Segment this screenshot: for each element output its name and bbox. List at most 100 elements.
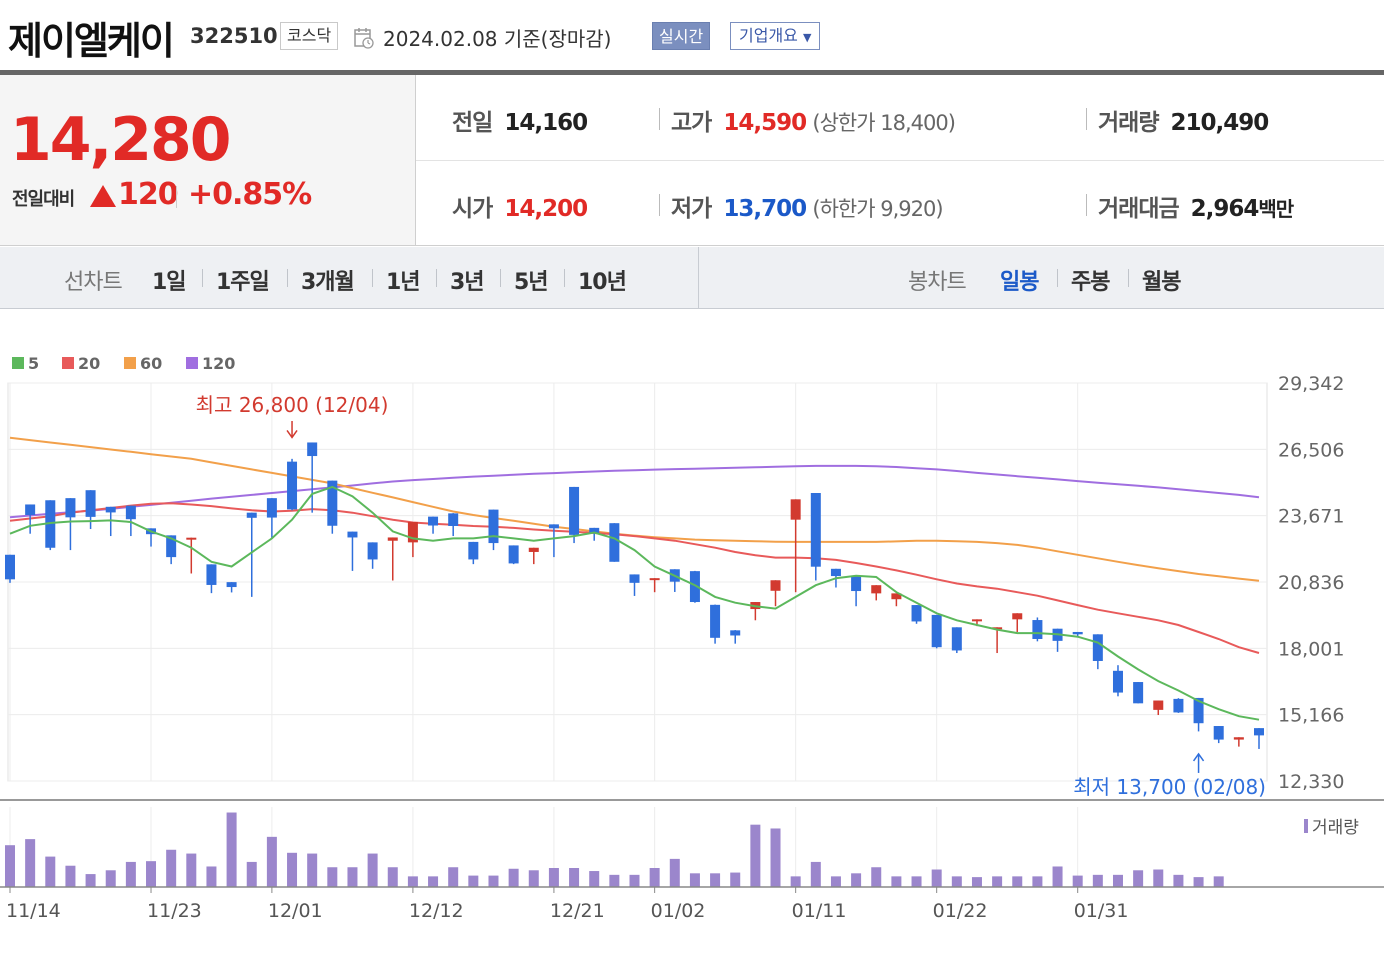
calendar-icon	[354, 28, 374, 49]
candle-down	[569, 486, 580, 535]
volume-bar	[1012, 876, 1023, 887]
min-annotation: 최저 13,700 (02/08)	[1073, 775, 1266, 799]
x-tick-label: 01/11	[792, 900, 847, 922]
tab-1w[interactable]: 1주일	[216, 270, 270, 295]
candle-up	[528, 547, 539, 552]
y-tick-label: 20,836	[1278, 572, 1344, 594]
trading-value: 2,964	[1190, 196, 1260, 222]
volume-bar	[891, 876, 902, 887]
ma120-line	[9, 464, 1260, 519]
tab-10y[interactable]: 10년	[578, 270, 627, 295]
volume-bar	[1032, 876, 1043, 887]
candle-down	[1072, 631, 1083, 635]
volume-legend-label: 거래량	[1312, 818, 1359, 838]
volume-bar	[951, 876, 962, 887]
volume-bar	[307, 853, 318, 887]
tab-3m[interactable]: 3개월	[301, 270, 355, 295]
volume-bar	[730, 872, 741, 887]
x-tick-label: 01/22	[933, 900, 988, 922]
tab-weekly[interactable]: 주봉	[1071, 270, 1110, 295]
candle-down	[1254, 728, 1264, 736]
stat-divider	[1086, 108, 1087, 130]
candle-down	[166, 535, 177, 558]
volume-bar	[287, 852, 298, 887]
volume-bar	[569, 868, 580, 887]
tab-divider	[287, 269, 288, 287]
tab-divider	[1057, 269, 1058, 287]
candle-up	[871, 585, 882, 594]
volume-bar	[992, 876, 1003, 887]
volume-bar	[387, 867, 398, 887]
candle-down	[488, 509, 499, 544]
volume-bar	[649, 868, 660, 887]
candle-down	[911, 605, 922, 622]
candle-up	[1153, 700, 1164, 710]
volume-bar	[1052, 866, 1063, 887]
tab-monthly[interactable]: 월봉	[1142, 270, 1181, 295]
realtime-button[interactable]: 실시간	[652, 22, 711, 50]
tab-divider	[564, 269, 565, 287]
trading-value-unit: 백만	[1258, 197, 1294, 221]
volume-bar	[508, 868, 519, 887]
candle-down	[85, 490, 96, 517]
legend-swatch	[186, 357, 198, 369]
volume-bar	[609, 874, 620, 887]
volume-bar	[770, 828, 781, 887]
high-label: 고가	[671, 110, 712, 136]
volume-bar	[5, 845, 15, 887]
candle-down	[689, 571, 700, 603]
tab-candle-chart[interactable]: 봉차트	[908, 270, 967, 295]
candle-down	[125, 505, 136, 520]
company-overview-dropdown[interactable]: 기업개요 ▼	[730, 22, 821, 50]
candle-down	[5, 554, 15, 580]
y-tick-label: 15,166	[1278, 705, 1344, 727]
high-value: 14,590	[723, 110, 807, 136]
volume-bar	[146, 861, 157, 887]
tab-line-chart[interactable]: 선차트	[64, 270, 123, 295]
legend-label: 120	[202, 354, 235, 373]
x-tick-label: 11/23	[147, 900, 202, 922]
volume-bar	[548, 868, 559, 887]
candle-up	[649, 578, 660, 581]
volume-bar	[629, 874, 640, 887]
candle-down	[951, 627, 962, 651]
volume-bar	[1092, 874, 1103, 887]
tab-5y[interactable]: 5년	[514, 270, 549, 295]
lower-limit: (하한가 9,920)	[812, 197, 943, 221]
open-label: 시가	[452, 196, 493, 222]
volume-bar	[206, 866, 217, 887]
candle-down	[287, 461, 298, 510]
candle-up	[387, 537, 398, 541]
stat-high: 고가 14,590 (상한가 18,400)	[671, 103, 956, 137]
stat-volume: 거래량 210,490	[1098, 103, 1269, 137]
volume-bar	[528, 870, 539, 887]
company-name: 제이엘케이	[8, 19, 175, 63]
volume-bar	[166, 849, 177, 887]
tab-1y[interactable]: 1년	[386, 270, 421, 295]
volume-bar	[85, 874, 96, 887]
candle-down	[448, 513, 459, 526]
candlestick-chart-svg: 29,342 26,506 23,671 20,836 18,001 15,166 12,3…	[0, 354, 1384, 922]
y-tick-label: 23,671	[1278, 506, 1344, 528]
tab-daily[interactable]: 일봉	[1000, 270, 1039, 295]
volume-bar	[1072, 875, 1083, 887]
tab-3y[interactable]: 3년	[450, 270, 485, 295]
candle-up	[1233, 737, 1244, 740]
up-triangle-icon	[90, 185, 116, 207]
volume-bar	[125, 861, 136, 887]
volume-bar	[851, 873, 862, 887]
candle-up	[770, 580, 781, 591]
volume-bar	[689, 873, 700, 887]
tab-divider	[436, 269, 437, 287]
tab-divider	[372, 269, 373, 287]
upper-limit: (상한가 18,400)	[812, 111, 956, 135]
open-value: 14,200	[504, 196, 588, 222]
candle-up	[992, 627, 1003, 630]
volume-bar	[347, 867, 358, 887]
volume-bar	[830, 876, 841, 887]
stat-low: 저가 13,700 (하한가 9,920)	[671, 189, 944, 223]
candle-down	[25, 504, 36, 515]
legend-swatch	[62, 357, 74, 369]
tab-1d[interactable]: 1일	[152, 270, 187, 295]
candle-down	[1092, 634, 1103, 661]
